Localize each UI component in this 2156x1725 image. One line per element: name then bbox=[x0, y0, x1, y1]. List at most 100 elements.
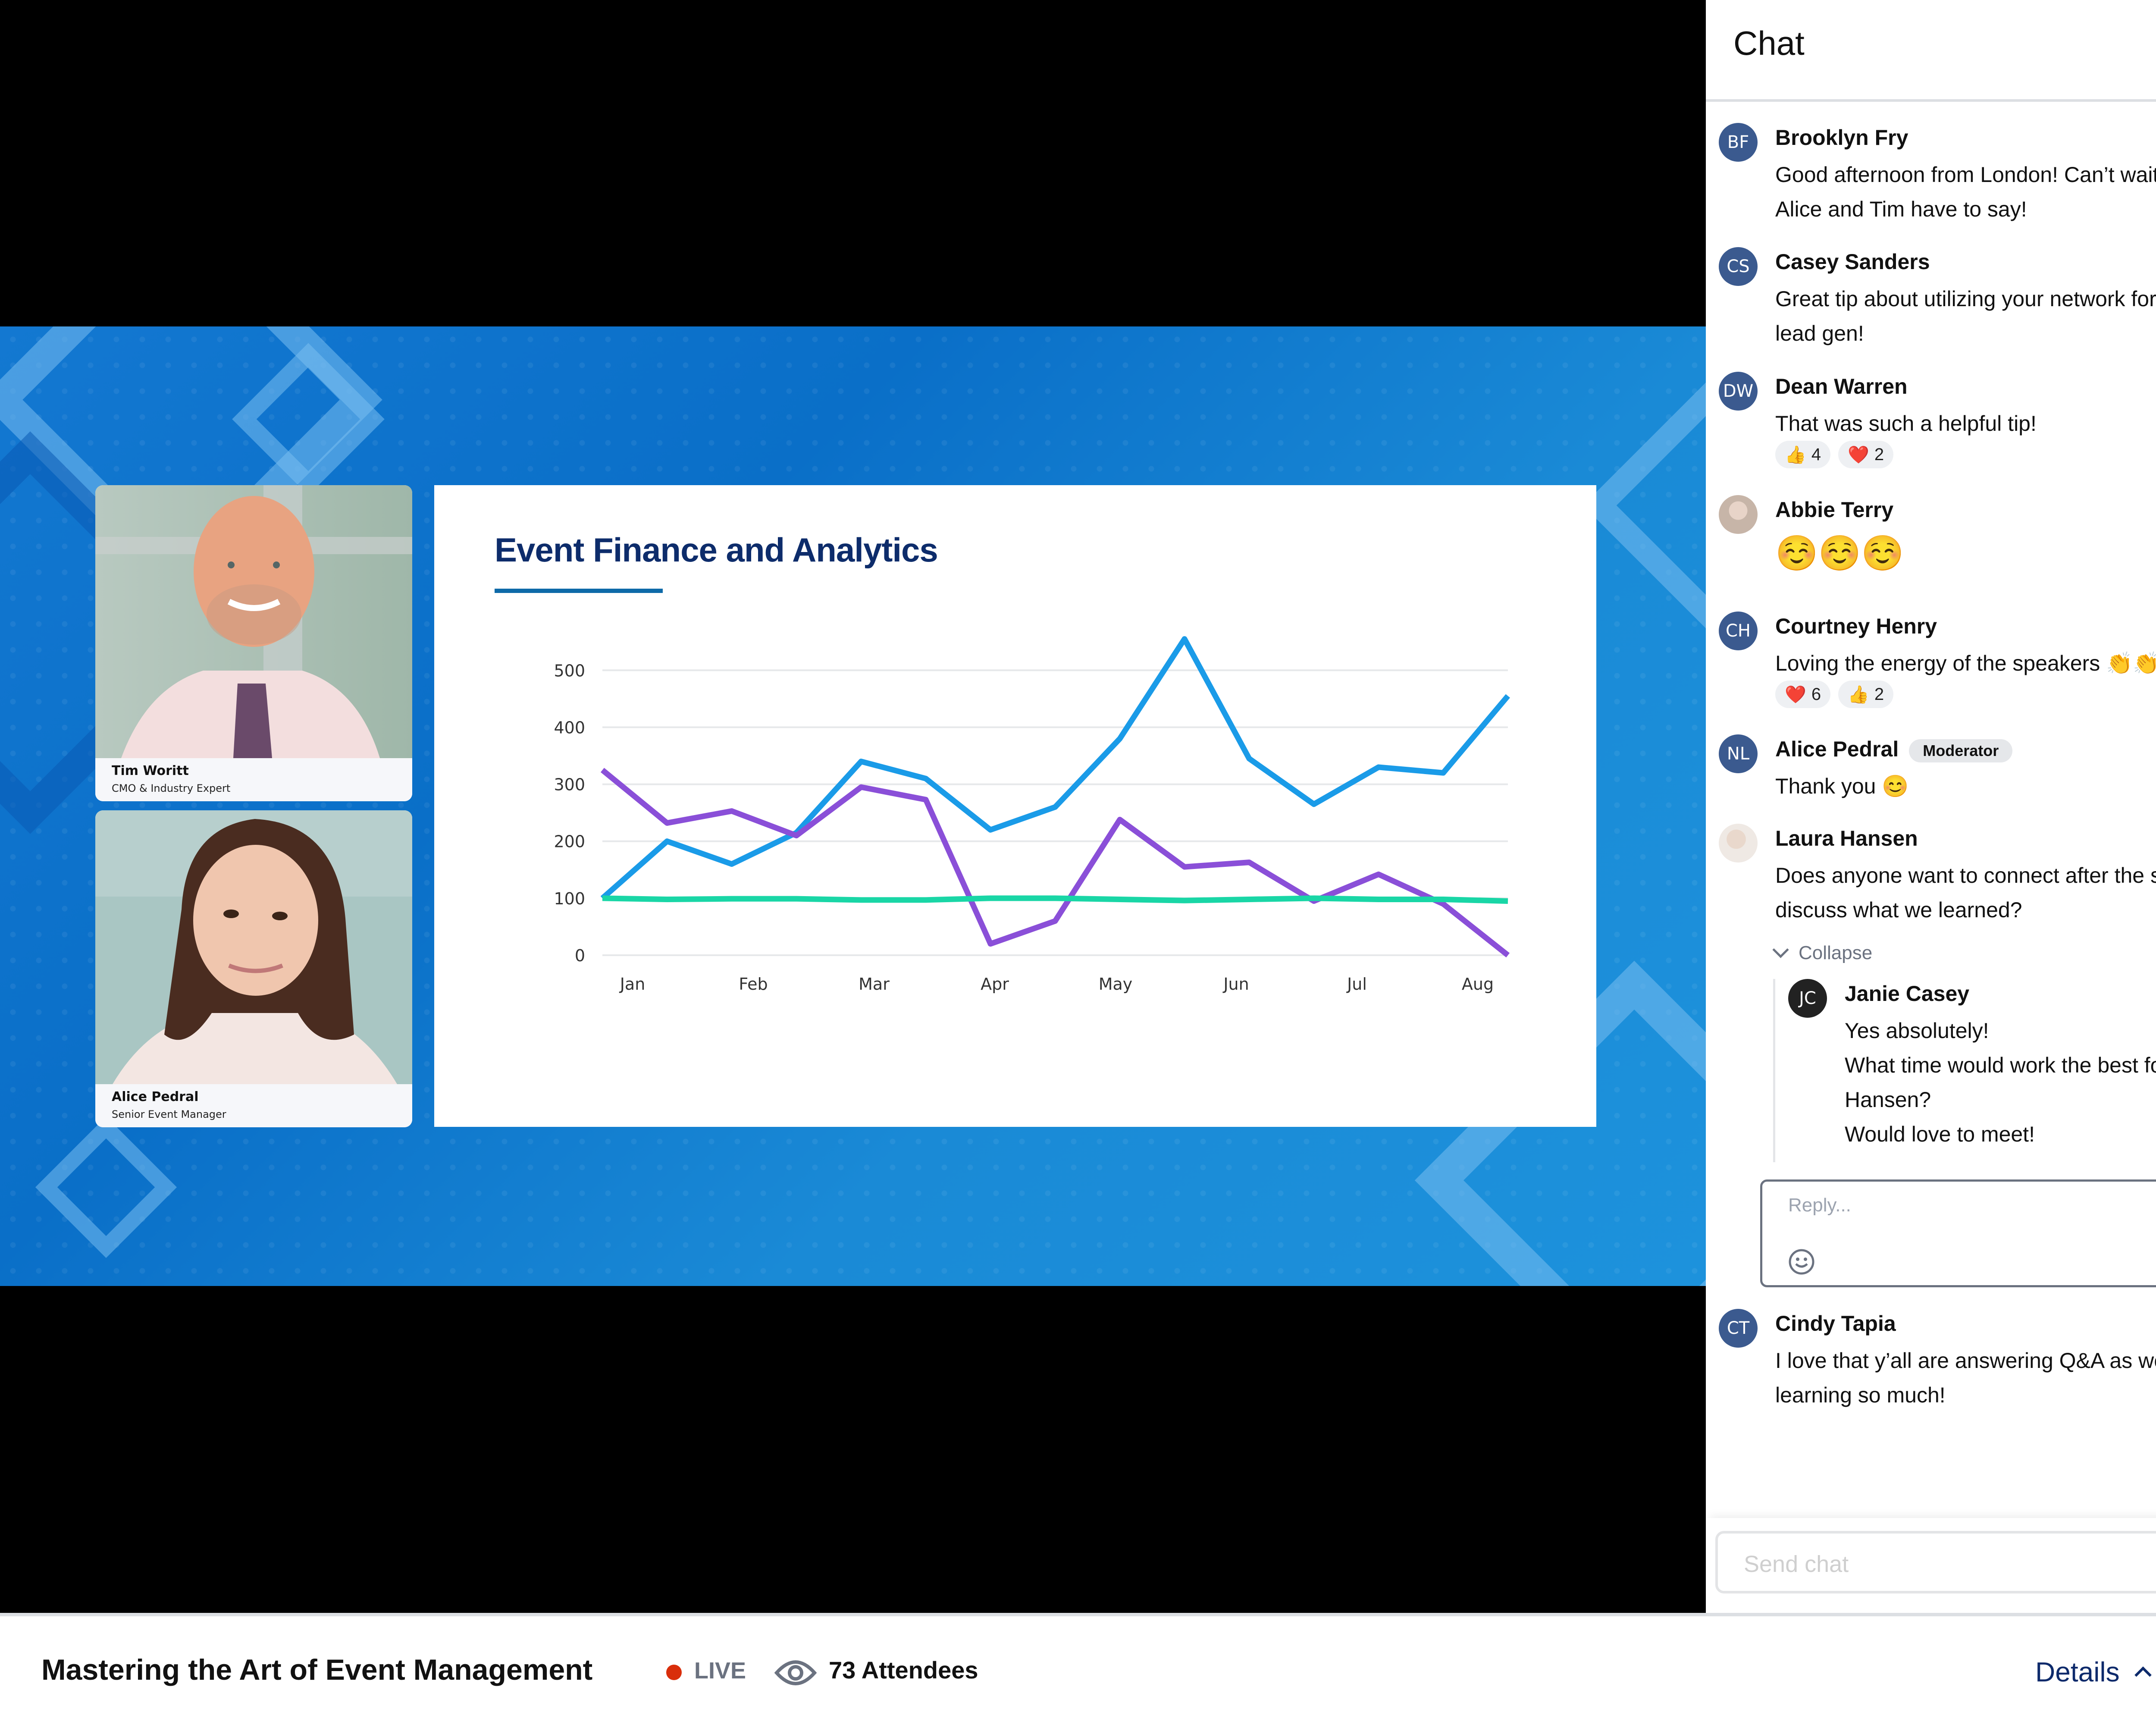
speaker-card: Alice Pedral Senior Event Manager bbox=[95, 810, 412, 1127]
message-line: Would love to meet! bbox=[1845, 1122, 2035, 1146]
message-text: I love that y’all are answering Q&A as w… bbox=[1775, 1349, 2156, 1407]
thread-replies: JC Janie Casey Yes absolutely! What time… bbox=[1773, 979, 2156, 1162]
send-chat-input[interactable]: Send chat bbox=[1715, 1531, 2156, 1593]
reaction-heart[interactable]: ❤️ 6 bbox=[1775, 681, 1831, 708]
message-author: Alice Pedral Moderator bbox=[1775, 737, 2013, 762]
speaker-photo bbox=[95, 810, 412, 1084]
attendee-count: 73 Attendees bbox=[829, 1656, 978, 1684]
series-line bbox=[602, 895, 1508, 904]
speaker-caption: Alice Pedral Senior Event Manager bbox=[95, 1084, 412, 1127]
avatar: DW bbox=[1719, 372, 1758, 411]
moderator-badge: Moderator bbox=[1909, 739, 2013, 762]
session-title: Mastering the Art of Event Management bbox=[41, 1653, 593, 1686]
slide-title: Event Finance and Analytics bbox=[495, 531, 938, 569]
message-line: Yes absolutely! bbox=[1845, 1019, 1989, 1043]
reaction-heart[interactable]: ❤️ 2 bbox=[1838, 441, 1894, 468]
title-underline bbox=[495, 589, 663, 593]
message-author: Casey Sanders bbox=[1775, 250, 1930, 274]
message-author: Cindy Tapia bbox=[1775, 1311, 1896, 1336]
message-author: Courtney Henry bbox=[1775, 614, 1937, 638]
line-chart: 0 100 200 300 400 500 Jan Feb Mar Apr May Jun Jul Aug bbox=[554, 636, 1510, 994]
avatar: CS bbox=[1719, 247, 1758, 286]
message-text: That was such a helpful tip! bbox=[1775, 411, 2037, 436]
eye-icon bbox=[774, 1660, 817, 1685]
y-tick-label: 300 bbox=[554, 775, 585, 794]
speaker-role: CMO & Industry Expert bbox=[112, 782, 231, 794]
reaction-thumbs-up[interactable]: 👍 4 bbox=[1775, 441, 1831, 468]
x-tick-label: Apr bbox=[981, 975, 1009, 994]
speaker-role: Senior Event Manager bbox=[112, 1108, 226, 1120]
chat-composer: Send chat bbox=[1706, 1518, 2156, 1618]
live-label: LIVE bbox=[694, 1658, 746, 1684]
reaction-count: 2 bbox=[1874, 684, 1884, 704]
avatar: BF bbox=[1719, 123, 1758, 162]
collapse-thread-button[interactable]: Collapse bbox=[1772, 941, 1873, 964]
collapse-label: Collapse bbox=[1799, 942, 1873, 963]
message-text: Yes absolutely! What time would work the… bbox=[1845, 1013, 2156, 1151]
reply-input[interactable]: Reply... bbox=[1760, 1179, 2156, 1287]
reactions: ❤️ 6 👍 2 bbox=[1775, 681, 1894, 708]
message-text: ☺️☺️☺️ bbox=[1775, 534, 1904, 572]
avatar: JC bbox=[1788, 979, 1827, 1018]
y-tick-label: 0 bbox=[575, 946, 585, 965]
speaker-photo bbox=[95, 485, 412, 758]
chat-panel: Chat BF Brooklyn Fry Good afternoon from… bbox=[1706, 0, 2156, 1618]
chevron-up-icon bbox=[2134, 1666, 2152, 1684]
series-line bbox=[600, 636, 1510, 900]
speaker-name: Alice Pedral bbox=[112, 1089, 199, 1104]
message-author: Abbie Terry bbox=[1775, 498, 1894, 522]
details-label: Details bbox=[2035, 1656, 2120, 1687]
y-tick-label: 400 bbox=[554, 718, 585, 737]
details-button[interactable]: Details bbox=[2035, 1656, 2152, 1688]
heart-icon: ❤️ bbox=[1848, 445, 1869, 464]
y-tick-label: 500 bbox=[554, 661, 585, 680]
message-text: Loving the energy of the speakers 👏👏 bbox=[1775, 651, 2156, 675]
x-tick-label: Mar bbox=[859, 975, 890, 994]
avatar: CH bbox=[1719, 612, 1758, 650]
chat-header: Chat bbox=[1706, 0, 2156, 102]
x-tick-label: Feb bbox=[739, 975, 768, 994]
x-tick-label: Aug bbox=[1462, 975, 1494, 994]
author-name: Alice Pedral bbox=[1775, 737, 1899, 761]
emoji-icon[interactable] bbox=[1788, 1248, 1815, 1275]
x-tick-label: May bbox=[1099, 975, 1133, 994]
slide-content-card: Event Finance and Analytics 0 100 200 300 40… bbox=[434, 485, 1596, 1127]
thumbs-up-icon: 👍 bbox=[1848, 685, 1869, 704]
message-author: Laura Hansen bbox=[1775, 826, 1918, 850]
thumbs-up-icon: 👍 bbox=[1785, 445, 1806, 464]
video-stage: Tim Woritt CMO & Industry Expert Alice P… bbox=[0, 0, 1706, 1613]
speaker-name: Tim Woritt bbox=[112, 763, 189, 778]
series-line bbox=[600, 768, 1510, 958]
session-bar: Mastering the Art of Event Management LI… bbox=[0, 1613, 2156, 1725]
avatar: NL bbox=[1719, 734, 1758, 773]
reaction-count: 6 bbox=[1811, 684, 1821, 704]
message-text: Good afternoon from London! Can’t wait t… bbox=[1775, 163, 2156, 221]
presentation-slide: Tim Woritt CMO & Industry Expert Alice P… bbox=[0, 326, 1706, 1286]
reaction-count: 4 bbox=[1811, 445, 1821, 464]
x-tick-label: Jan bbox=[619, 975, 646, 994]
reaction-thumbs-up[interactable]: 👍 2 bbox=[1838, 681, 1894, 708]
x-tick-label: Jun bbox=[1222, 975, 1249, 994]
reactions: 👍 4 ❤️ 2 bbox=[1775, 441, 1894, 468]
y-tick-label: 200 bbox=[554, 832, 585, 851]
speaker-card: Tim Woritt CMO & Industry Expert bbox=[95, 485, 412, 801]
y-tick-label: 100 bbox=[554, 889, 585, 908]
reaction-count: 2 bbox=[1874, 445, 1884, 464]
chevron-down-icon bbox=[1772, 941, 1789, 958]
send-chat-placeholder: Send chat bbox=[1744, 1551, 1849, 1577]
reply-placeholder: Reply... bbox=[1788, 1195, 1851, 1216]
chat-title: Chat bbox=[1733, 24, 1805, 62]
heart-icon: ❤️ bbox=[1785, 685, 1806, 704]
message-line: What time would work the best for you La… bbox=[1845, 1053, 2156, 1112]
message-author: Dean Warren bbox=[1775, 374, 1908, 398]
x-tick-label: Jul bbox=[1346, 975, 1367, 994]
live-indicator-icon bbox=[666, 1665, 682, 1680]
message-text: Thank you 😊 bbox=[1775, 774, 1909, 798]
avatar bbox=[1719, 495, 1758, 534]
speaker-caption: Tim Woritt CMO & Industry Expert bbox=[95, 758, 412, 801]
message-text: Does anyone want to connect after the se… bbox=[1775, 863, 2156, 922]
message-author: Brooklyn Fry bbox=[1775, 125, 1908, 150]
message-text: Great tip about utilizing your network f… bbox=[1775, 287, 2156, 345]
message-author: Janie Casey bbox=[1845, 982, 1970, 1006]
avatar bbox=[1719, 824, 1758, 862]
